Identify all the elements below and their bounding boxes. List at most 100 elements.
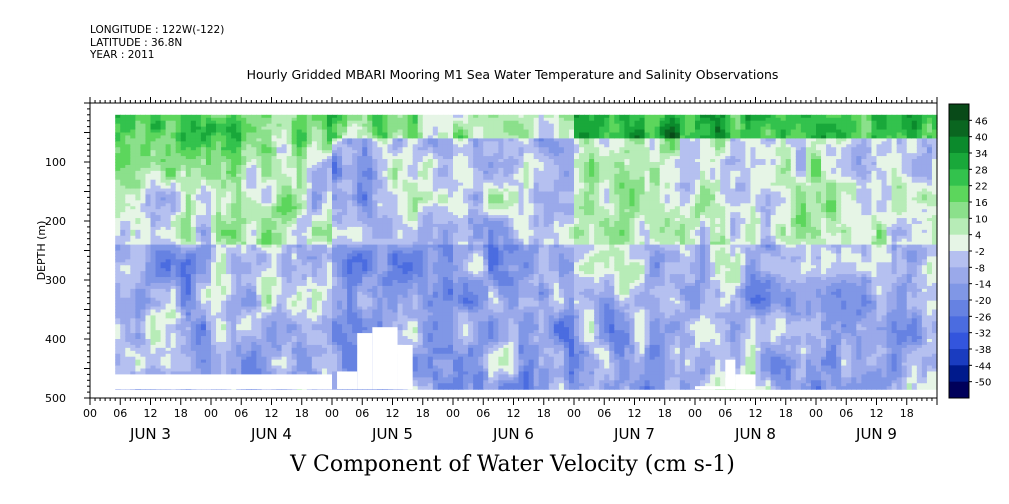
heatmap-cell	[125, 232, 131, 237]
heatmap-cell	[145, 336, 152, 340]
heatmap-cell	[130, 212, 136, 216]
heatmap-cell	[155, 262, 162, 266]
heatmap-cell	[130, 288, 136, 293]
heatmap-cell	[140, 321, 147, 325]
heatmap-cell	[150, 218, 157, 222]
heatmap-cell	[155, 315, 162, 319]
heatmap-cell	[150, 132, 157, 137]
heatmap-cell	[115, 247, 121, 252]
heatmap-cell	[125, 350, 131, 355]
heatmap-cell	[145, 277, 152, 281]
heatmap-cell	[150, 312, 157, 316]
heatmap-cell	[120, 262, 126, 266]
heatmap-cell	[155, 256, 162, 260]
heatmap-cell	[135, 333, 142, 337]
heatmap-cell	[160, 138, 167, 142]
heatmap-cell	[125, 341, 131, 346]
heatmap-cell	[125, 162, 131, 166]
heatmap-cell	[135, 200, 142, 204]
heatmap-cell	[120, 162, 126, 166]
heatmap-cell	[145, 114, 152, 119]
heatmap-cell	[120, 288, 126, 293]
heatmap-cell	[115, 200, 121, 204]
heatmap-cell	[135, 288, 142, 293]
heatmap-cell	[135, 185, 142, 190]
heatmap-cell	[125, 123, 131, 128]
heatmap-cell	[125, 241, 131, 246]
heatmap-cell	[140, 147, 147, 151]
heatmap-cell	[145, 206, 152, 210]
heatmap-cell	[150, 114, 157, 119]
heatmap-cell	[145, 173, 152, 178]
heatmap-cell	[115, 285, 121, 290]
heatmap-cell	[145, 294, 152, 299]
heatmap-cell	[145, 126, 152, 131]
heatmap-cell	[155, 350, 162, 355]
heatmap-cell	[115, 170, 121, 175]
heatmap-cell	[125, 173, 131, 178]
heatmap-cell	[155, 247, 162, 252]
heatmap-cell	[140, 153, 147, 157]
heatmap-cell	[115, 232, 121, 237]
heatmap-cell	[155, 197, 162, 201]
heatmap-cell	[140, 141, 147, 145]
heatmap-cell	[145, 297, 152, 302]
heatmap-cell	[115, 371, 121, 375]
heatmap-cell	[115, 306, 121, 311]
heatmap-cell	[135, 153, 142, 157]
heatmap-cell	[125, 206, 131, 210]
heatmap-cell	[150, 362, 157, 367]
heatmap-cell	[150, 170, 157, 175]
heatmap-cell	[125, 215, 131, 219]
heatmap-cell	[155, 288, 162, 293]
heatmap-cell	[120, 156, 126, 160]
heatmap-cell	[120, 150, 126, 154]
heatmap-cell	[125, 309, 131, 314]
heatmap-cell	[135, 182, 142, 187]
heatmap-cell	[150, 336, 157, 340]
heatmap-cell	[140, 232, 147, 237]
heatmap-cell	[145, 229, 152, 234]
heatmap-cell	[140, 182, 147, 187]
heatmap-cell	[120, 132, 126, 137]
heatmap-cell	[115, 318, 121, 322]
heatmap-cell	[120, 221, 126, 225]
heatmap-cell	[145, 194, 152, 198]
heatmap-cell	[135, 162, 142, 166]
heatmap-cell	[150, 315, 157, 319]
heatmap-cell	[115, 197, 121, 201]
heatmap-cell	[125, 132, 131, 137]
heatmap-cell	[115, 315, 121, 319]
heatmap-cell	[145, 212, 152, 216]
heatmap-cell	[155, 297, 162, 302]
heatmap-cell	[120, 147, 126, 151]
heatmap-cell	[140, 271, 147, 275]
heatmap-cell	[125, 362, 131, 367]
heatmap-cell	[150, 256, 157, 260]
heatmap-cell	[125, 315, 131, 319]
heatmap-cell	[115, 277, 121, 281]
heatmap-cell	[130, 280, 136, 284]
heatmap-cell	[155, 229, 162, 234]
heatmap-cell	[135, 300, 142, 305]
heatmap-cell	[120, 247, 126, 252]
heatmap-cell	[135, 274, 142, 278]
heatmap-cell	[160, 153, 167, 157]
heatmap-cell	[140, 162, 147, 166]
heatmap-cell	[125, 141, 131, 145]
heatmap-cell	[125, 288, 131, 293]
heatmap-cell	[130, 294, 136, 299]
heatmap-cell	[150, 176, 157, 181]
heatmap-cell	[140, 203, 147, 207]
heatmap-cell	[140, 117, 147, 122]
heatmap-cell	[135, 330, 142, 334]
heatmap-cell	[145, 123, 152, 128]
heatmap-cell	[155, 179, 162, 184]
heatmap-cell	[120, 135, 126, 139]
heatmap-cell	[140, 188, 147, 193]
heatmap-cell	[115, 291, 121, 296]
heatmap-cell	[135, 359, 142, 364]
heatmap-cell	[150, 368, 157, 373]
heatmap-cell	[155, 356, 162, 361]
heatmap-cell	[140, 167, 147, 172]
